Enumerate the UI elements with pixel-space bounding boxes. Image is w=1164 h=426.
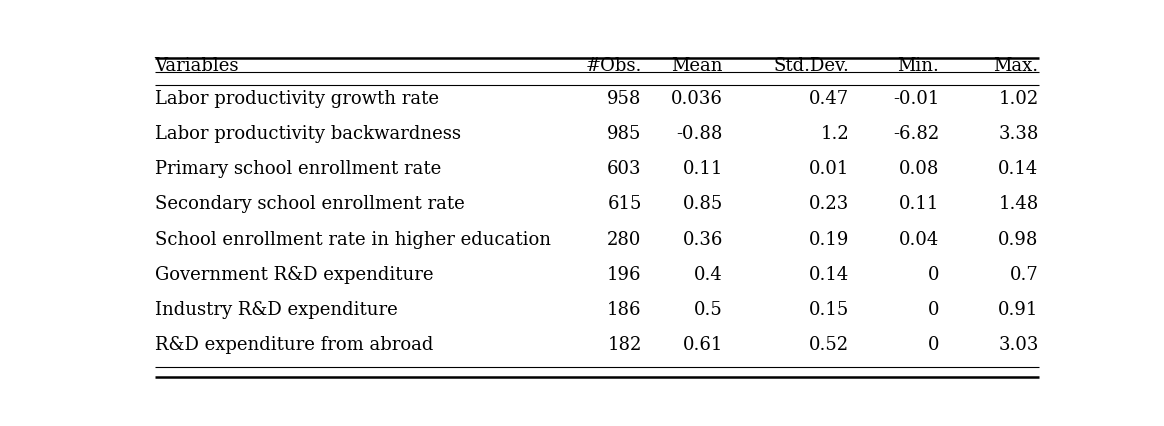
Text: 0: 0	[928, 335, 939, 353]
Text: 0.5: 0.5	[694, 300, 723, 318]
Text: 0.036: 0.036	[670, 90, 723, 108]
Text: 0.14: 0.14	[809, 265, 850, 283]
Text: 280: 280	[608, 230, 641, 248]
Text: 0.4: 0.4	[694, 265, 723, 283]
Text: Primary school enrollment rate: Primary school enrollment rate	[155, 160, 441, 178]
Text: 0.19: 0.19	[809, 230, 850, 248]
Text: 3.03: 3.03	[999, 335, 1038, 353]
Text: Min.: Min.	[897, 57, 939, 75]
Text: 0.98: 0.98	[999, 230, 1038, 248]
Text: 0.7: 0.7	[1010, 265, 1038, 283]
Text: 0.23: 0.23	[809, 195, 850, 213]
Text: Std.Dev.: Std.Dev.	[773, 57, 850, 75]
Text: 1.48: 1.48	[999, 195, 1038, 213]
Text: 0: 0	[928, 300, 939, 318]
Text: 3.38: 3.38	[999, 125, 1038, 143]
Text: 0.52: 0.52	[809, 335, 850, 353]
Text: 1.2: 1.2	[821, 125, 850, 143]
Text: 1.02: 1.02	[999, 90, 1038, 108]
Text: Max.: Max.	[993, 57, 1038, 75]
Text: 0.15: 0.15	[809, 300, 850, 318]
Text: 0.36: 0.36	[682, 230, 723, 248]
Text: 0.01: 0.01	[809, 160, 850, 178]
Text: Variables: Variables	[155, 57, 239, 75]
Text: Labor productivity growth rate: Labor productivity growth rate	[155, 90, 439, 108]
Text: 186: 186	[608, 300, 641, 318]
Text: 0.85: 0.85	[682, 195, 723, 213]
Text: 0.11: 0.11	[682, 160, 723, 178]
Text: 615: 615	[608, 195, 641, 213]
Text: 0.14: 0.14	[999, 160, 1038, 178]
Text: -0.88: -0.88	[676, 125, 723, 143]
Text: 0.04: 0.04	[899, 230, 939, 248]
Text: 0.61: 0.61	[682, 335, 723, 353]
Text: Labor productivity backwardness: Labor productivity backwardness	[155, 125, 461, 143]
Text: Mean: Mean	[672, 57, 723, 75]
Text: -0.01: -0.01	[893, 90, 939, 108]
Text: 0.91: 0.91	[999, 300, 1038, 318]
Text: Government R&D expenditure: Government R&D expenditure	[155, 265, 433, 283]
Text: -6.82: -6.82	[893, 125, 939, 143]
Text: School enrollment rate in higher education: School enrollment rate in higher educati…	[155, 230, 551, 248]
Text: Secondary school enrollment rate: Secondary school enrollment rate	[155, 195, 464, 213]
Text: 196: 196	[608, 265, 641, 283]
Text: R&D expenditure from abroad: R&D expenditure from abroad	[155, 335, 433, 353]
Text: 603: 603	[608, 160, 641, 178]
Text: Industry R&D expenditure: Industry R&D expenditure	[155, 300, 397, 318]
Text: #Obs.: #Obs.	[585, 57, 641, 75]
Text: 0: 0	[928, 265, 939, 283]
Text: 985: 985	[608, 125, 641, 143]
Text: 958: 958	[608, 90, 641, 108]
Text: 0.47: 0.47	[809, 90, 850, 108]
Text: 0.08: 0.08	[899, 160, 939, 178]
Text: 0.11: 0.11	[899, 195, 939, 213]
Text: 182: 182	[608, 335, 641, 353]
